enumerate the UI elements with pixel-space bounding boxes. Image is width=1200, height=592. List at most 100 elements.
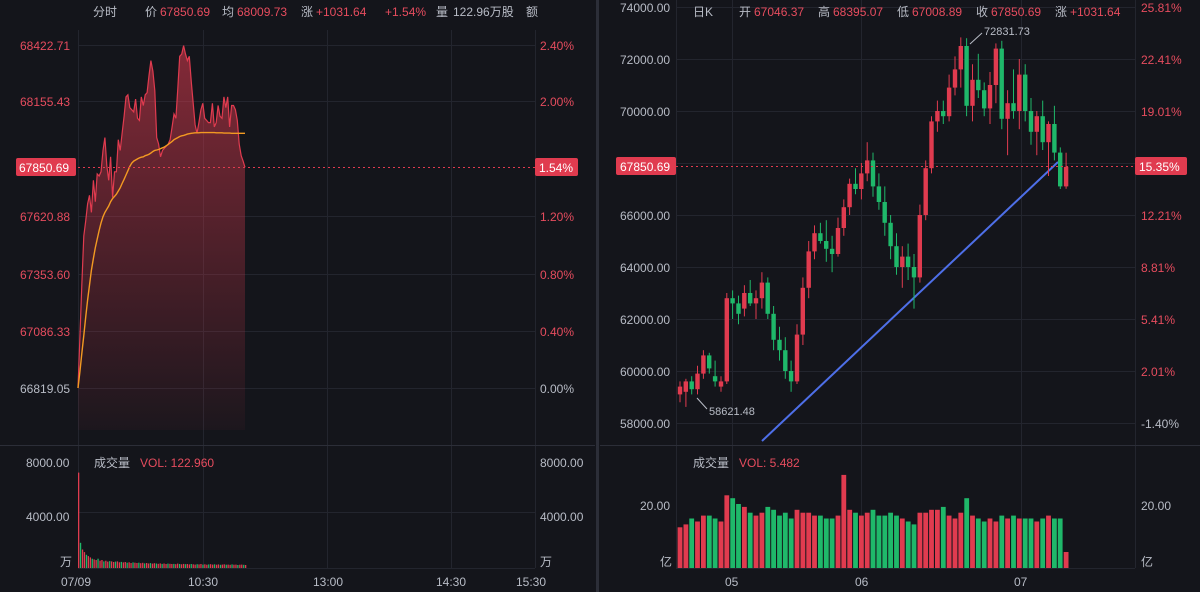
volume-bar [144, 563, 146, 568]
candle-body [888, 222, 893, 247]
volume-bar [165, 564, 167, 568]
volume-bar [221, 564, 223, 568]
volume-bar [1028, 518, 1034, 568]
time-tick: 07/09 [61, 575, 91, 589]
candle-body [970, 79, 975, 106]
candle-body [695, 373, 700, 390]
candle-body [753, 298, 759, 304]
min-price-marker: 58621.48 [696, 397, 755, 418]
price-tick: 66819.05 [20, 382, 70, 396]
candle-body [911, 267, 917, 278]
candle-body [1017, 74, 1022, 111]
volume-bar [97, 558, 99, 568]
volume-bar [718, 521, 724, 568]
candle-body [946, 87, 952, 117]
volume-bar [1005, 518, 1010, 568]
volume-bar [894, 515, 899, 568]
candle-body [748, 293, 753, 304]
pct-tick: 22.41% [1141, 53, 1182, 67]
volume-bar [794, 509, 800, 568]
volume-bar [1040, 518, 1046, 568]
candle-body [730, 298, 735, 304]
volume-bar [695, 521, 700, 568]
volume-title: 成交量 [693, 455, 729, 470]
volume-bar [753, 515, 759, 568]
candle-body [712, 376, 718, 382]
price-tick: 72000.00 [620, 53, 670, 67]
price-label: 价 [145, 5, 157, 19]
price-tick: 58000.00 [620, 417, 670, 431]
volume-bar [940, 506, 946, 568]
daily-volume-bars [677, 474, 1069, 568]
candle-body [724, 298, 729, 382]
pct-tick: 1.20% [540, 210, 574, 224]
candle-body [1011, 103, 1016, 111]
volume-bar [126, 562, 128, 568]
volume-bar [142, 562, 144, 568]
daily-volume-panel: 成交量 VOL: 5.482 20.00 20.00 亿 亿 [640, 455, 1171, 569]
volume-bar [888, 512, 893, 568]
volume-bar [196, 564, 198, 568]
daily-pct-axis: 25.81% 22.41% 19.01% 12.21% 8.81% 5.41% … [1141, 1, 1182, 431]
volume-bar [89, 557, 91, 568]
volume-bar [161, 563, 163, 568]
volume-bar [87, 556, 89, 568]
change-label: 涨 [1055, 4, 1067, 19]
candle-body [783, 350, 788, 371]
candle-body [1005, 103, 1010, 119]
volume-bar [736, 504, 741, 568]
open-value: 67046.37 [754, 5, 804, 19]
price-tag-bg [16, 158, 76, 176]
volume-bar [167, 563, 169, 568]
price-tick: 60000.00 [620, 365, 670, 379]
volume-bar [130, 563, 132, 568]
volume-bar [1016, 518, 1022, 568]
volume-bar [227, 564, 229, 568]
volume-bar [1063, 552, 1069, 568]
price-value: 67850.69 [160, 5, 210, 19]
change-value: +1031.64 [1070, 5, 1121, 19]
time-tick: 15:30 [516, 575, 546, 589]
volume-bar [99, 560, 101, 568]
pct-tag-text: 15.35% [1139, 160, 1180, 174]
volume-bar [138, 562, 140, 568]
volume-bar [147, 563, 150, 568]
price-tick: 68422.71 [20, 39, 70, 53]
candle-body [771, 313, 776, 340]
pct-tick: 8.81% [1141, 261, 1175, 275]
candle-body [941, 111, 946, 117]
candle-body [987, 85, 993, 109]
intraday-header: 分时 价 67850.69 均 68009.73 涨 +1031.64 +1.5… [93, 4, 538, 19]
volume-bar [759, 512, 765, 568]
volume-bar [113, 562, 115, 568]
vol-tick: 20.00 [640, 499, 670, 513]
volume-bar [677, 527, 683, 568]
amount-icon[interactable]: 额 [526, 5, 538, 19]
volume-bar [116, 561, 119, 568]
candle-body [835, 228, 841, 254]
mode-label[interactable]: 日K [693, 5, 713, 19]
volume-bar [981, 521, 987, 568]
volume-bar [190, 564, 192, 568]
volume-bar [105, 560, 107, 568]
price-line [77, 45, 246, 389]
time-tick: 10:30 [188, 575, 218, 589]
volume-bar [210, 564, 212, 568]
candle-body [876, 186, 882, 202]
volume-bar [689, 518, 695, 568]
volume-bar [78, 472, 80, 568]
mode-label[interactable]: 分时 [93, 5, 117, 19]
volume-bar [83, 552, 86, 568]
pct-tag-text: 1.54% [539, 161, 573, 175]
candle-body [847, 183, 852, 208]
vol-tick: 8000.00 [26, 456, 70, 470]
trend-line[interactable] [761, 161, 1059, 442]
volume-bar [241, 564, 243, 568]
volume-bar [683, 524, 689, 568]
candle-body [1052, 124, 1057, 153]
candle-body [1058, 152, 1063, 187]
vol-unit: 万 [60, 555, 72, 569]
volume-bar [1046, 515, 1051, 568]
volume-bar [200, 564, 202, 568]
